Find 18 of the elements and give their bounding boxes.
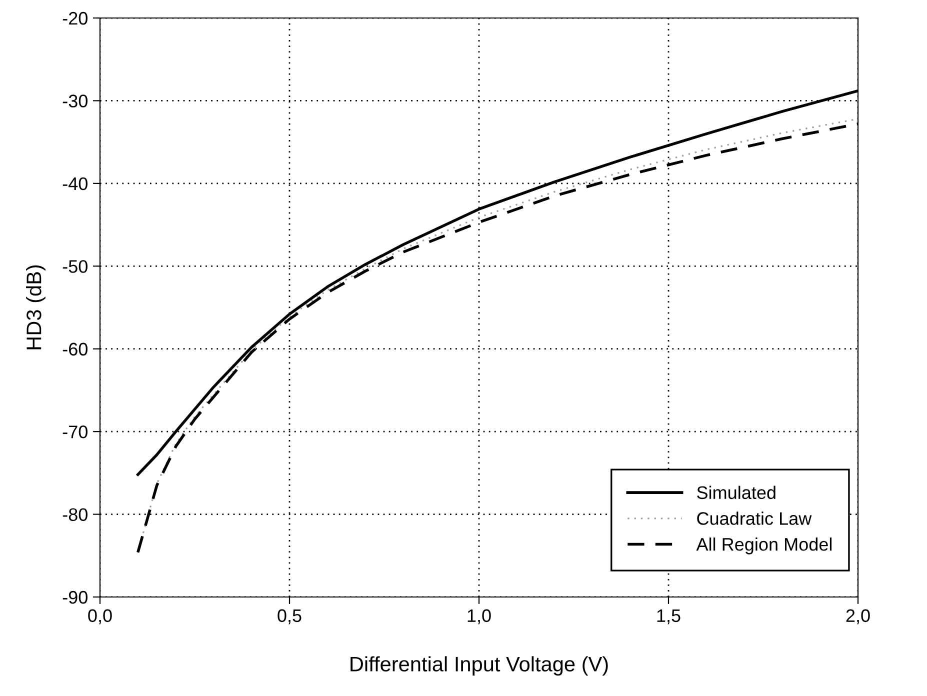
x-tick-label: 2,0 <box>846 609 870 624</box>
y-tick-label: -40 <box>62 177 88 190</box>
y-tick-label: -60 <box>62 342 88 356</box>
y-tick-label: -50 <box>62 260 88 273</box>
x-tick-label: 1,5 <box>657 609 680 624</box>
x-axis-title: Differential Input Voltage (V) <box>350 656 608 676</box>
y-axis-title: HD3 (dB) <box>26 265 46 350</box>
y-tick-label: -30 <box>62 94 88 108</box>
legend-label: Simulated <box>697 486 776 500</box>
x-tick-label: 0,5 <box>278 609 302 624</box>
y-tick-label: -90 <box>62 590 88 604</box>
y-tick-label: -80 <box>62 508 88 522</box>
legend-label: Cuadratic Law <box>697 512 812 525</box>
x-tick-label: 1,0 <box>468 609 491 624</box>
x-tick-label: 0,0 <box>88 609 112 624</box>
y-tick-label: -20 <box>62 12 88 25</box>
y-tick-label: -70 <box>62 426 88 438</box>
legend-label: All Region Model <box>696 538 832 554</box>
